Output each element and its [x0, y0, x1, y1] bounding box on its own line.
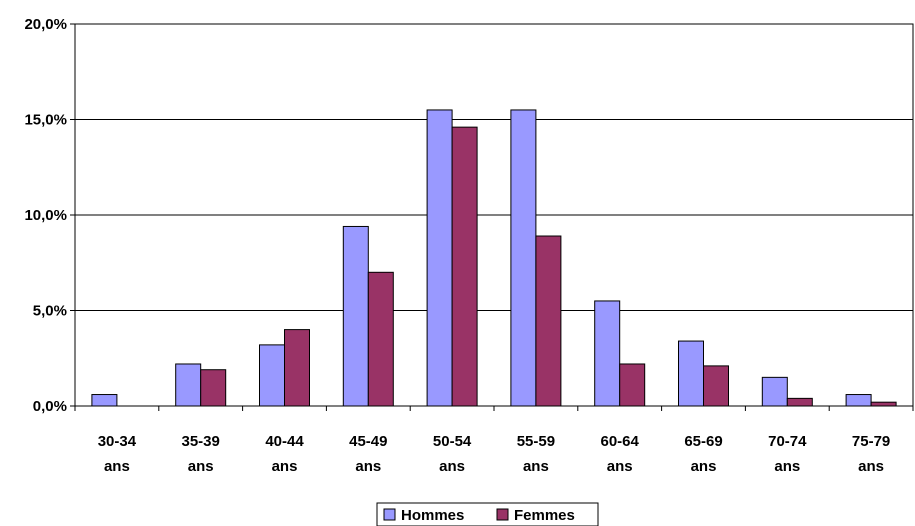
x-category-label: 35-39 — [182, 433, 220, 450]
legend-label-hommes: Hommes — [401, 507, 464, 524]
y-tick-label: 5,0% — [33, 303, 67, 320]
x-category-label: 75-79 — [852, 433, 890, 450]
bar-femmes-75-79 — [870, 401, 897, 407]
x-category-label: ans — [607, 458, 633, 475]
bar-hommes-70-74 — [761, 376, 788, 407]
x-category-label: ans — [774, 458, 800, 475]
x-category-label: ans — [523, 458, 549, 475]
y-tick-label: 20,0% — [24, 16, 67, 33]
legend-swatch-hommes — [383, 508, 396, 521]
bar-femmes-35-39 — [200, 369, 227, 407]
y-tick-label: 10,0% — [24, 207, 67, 224]
bar-femmes-60-64 — [619, 363, 646, 407]
x-category-label: 40-44 — [265, 433, 304, 450]
x-category-label: ans — [188, 458, 214, 475]
bar-hommes-30-34 — [91, 394, 118, 407]
x-category-label: ans — [272, 458, 298, 475]
x-category-label: ans — [355, 458, 381, 475]
x-category-label: 70-74 — [768, 433, 807, 450]
x-category-label: ans — [439, 458, 465, 475]
y-axis-ticks: 0,0% 5,0% 10,0% 15,0% 20,0% — [24, 16, 75, 415]
bar-femmes-65-69 — [703, 365, 729, 407]
x-category-label: 55-59 — [517, 433, 555, 450]
bar-hommes-45-49 — [342, 225, 369, 407]
bar-hommes-50-54 — [426, 109, 453, 407]
y-tick-label: 0,0% — [33, 398, 67, 415]
x-category-label: ans — [691, 458, 717, 475]
bar-hommes-60-64 — [594, 300, 621, 407]
x-category-label: 60-64 — [601, 433, 640, 450]
x-category-label: ans — [858, 458, 884, 475]
bar-femmes-50-54 — [451, 126, 478, 407]
bar-hommes-55-59 — [510, 109, 537, 407]
bar-hommes-40-44 — [259, 344, 285, 407]
x-axis-labels: 30-34 ans 35-39 ans 40-44 ans 45-49 ans 50-54 ans… — [98, 433, 891, 475]
x-category-label: 65-69 — [684, 433, 722, 450]
bar-femmes-40-44 — [284, 329, 310, 407]
x-category-label: 50-54 — [433, 433, 472, 450]
legend-label-femmes: Femmes — [514, 507, 575, 524]
legend-swatch-femmes — [496, 508, 509, 521]
legend-box — [376, 502, 599, 526]
bar-femmes-70-74 — [786, 397, 813, 407]
x-category-label: 45-49 — [349, 433, 387, 450]
bar-hommes-65-69 — [678, 340, 704, 407]
gridlines — [75, 119, 913, 311]
y-tick-label: 15,0% — [24, 112, 67, 129]
bars — [74, 109, 914, 411]
bar-hommes-75-79 — [845, 394, 872, 407]
bar-femmes-55-59 — [535, 235, 562, 407]
bar-hommes-35-39 — [175, 363, 202, 407]
legend: Hommes Femmes — [376, 502, 599, 526]
x-category-label: ans — [104, 458, 130, 475]
bar-femmes-45-49 — [367, 271, 394, 407]
x-category-label: 30-34 — [98, 433, 137, 450]
